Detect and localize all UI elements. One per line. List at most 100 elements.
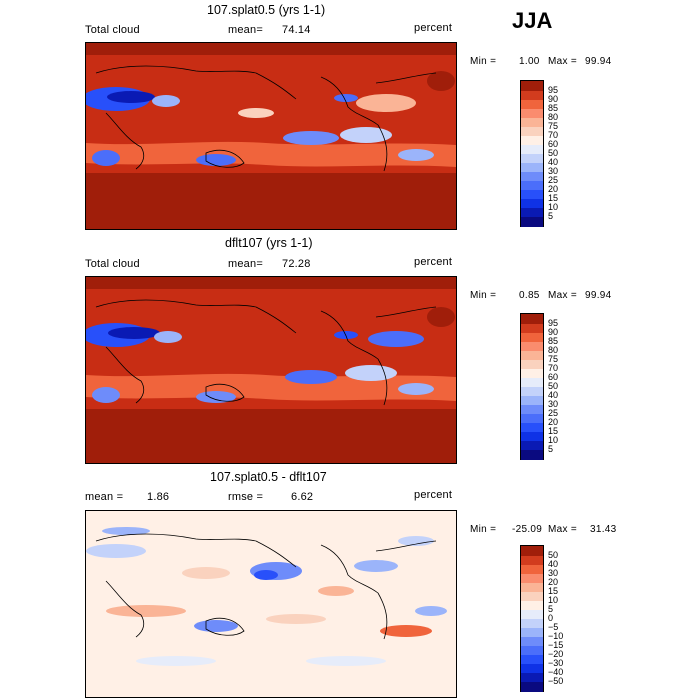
colorbar-tick-label: 5	[548, 211, 554, 222]
panel-3-mean-label: mean =	[85, 491, 124, 503]
colorbar-tick-label: −5	[548, 622, 559, 633]
panel-3-min-value: -25.09	[512, 524, 543, 535]
colorbar-segment	[521, 440, 543, 451]
colorbar-tick-label: 10	[548, 202, 559, 213]
colorbar-tick-label: −30	[548, 658, 564, 669]
colorbar-segment	[521, 681, 543, 692]
colorbar-tick-label: 30	[548, 166, 559, 177]
panel-1-title: 107.splat0.5 (yrs 1-1)	[207, 3, 326, 17]
colorbar-tick-label: 30	[548, 399, 559, 410]
colorbar-tick-label: −10	[548, 631, 564, 642]
colorbar-tick-label: −20	[548, 649, 564, 660]
colorbar-tick-label: 0	[548, 613, 554, 623]
colorbar-tick-label: 60	[548, 138, 559, 149]
colorbar-tick-label: 40	[548, 157, 559, 168]
colorbar-segment	[521, 207, 543, 218]
colorbar-tick-label: 10	[548, 435, 559, 446]
panel-1-max-label: Max =	[548, 56, 578, 67]
colorbar-tick-label: 95	[548, 317, 559, 328]
colorbar-segment	[521, 564, 543, 574]
colorbar-tick-label: 15	[548, 426, 559, 437]
panel-1-min-value: 1.00	[519, 56, 540, 67]
colorbar-segment	[521, 672, 543, 683]
panel-3-max-label: Max =	[548, 524, 578, 535]
colorbar-tick-label: 80	[548, 111, 559, 122]
colorbar-segment	[521, 377, 543, 387]
panel-3-rmse-label: rmse =	[228, 491, 264, 503]
colorbar-segment	[521, 413, 543, 424]
colorbar-tick-label: −15	[548, 640, 564, 651]
colorbar-segment	[521, 198, 543, 209]
colorbar-tick-label: 5	[548, 444, 554, 455]
colorbar-tick-label: 90	[548, 93, 559, 104]
colorbar-segment	[521, 81, 543, 91]
panel-1-map	[85, 42, 457, 230]
colorbar-tick-label: 10	[548, 594, 559, 605]
panel-1-max-value: 99.94	[585, 56, 612, 67]
panel-2-units: percent	[414, 256, 453, 268]
colorbar-segment	[521, 189, 543, 200]
colorbar-tick-label: 40	[548, 558, 559, 569]
panel-3-units: percent	[414, 489, 453, 501]
colorbar-segment	[521, 654, 543, 665]
colorbar-segment	[521, 135, 543, 145]
colorbar-tick-label: 25	[548, 175, 559, 186]
colorbar-tick-label: 75	[548, 120, 559, 131]
colorbar-segment	[521, 162, 543, 173]
panel-1-mean-value: 74.14	[282, 24, 311, 36]
panel-2-variable: Total cloud	[85, 258, 140, 270]
colorbar-tick-label: 25	[548, 408, 559, 419]
panel-3-colorbar: −50 −40 −30 −20 −15 −10 −5 0 5 10 15 20 30 40 50	[520, 545, 563, 692]
colorbar-segment	[521, 600, 543, 610]
panel-2-mean-label: mean=	[228, 258, 263, 270]
colorbar-tick-label: 40	[548, 390, 559, 401]
panel-1-colorbar: 5 10 15 20 25 30 40 50 60 70 75 80 85 90 95	[520, 80, 558, 227]
panel-2-title: dflt107 (yrs 1-1)	[225, 236, 313, 250]
panel-3-title: 107.splat0.5 - dflt107	[210, 470, 327, 484]
panel-3-rmse-value: 6.62	[291, 491, 314, 503]
colorbar-tick-label: 70	[548, 129, 559, 140]
colorbar-segment	[521, 449, 543, 460]
colorbar-tick-label: 75	[548, 353, 559, 364]
colorbar-tick-label: 95	[548, 84, 559, 95]
panel-2-max-label: Max =	[548, 290, 578, 301]
colorbar-segment	[521, 582, 543, 592]
colorbar-segment	[521, 404, 543, 415]
colorbar-tick-label: 50	[548, 148, 559, 158]
colorbar-tick-label: 90	[548, 326, 559, 337]
colorbar-tick-label: 85	[548, 102, 559, 113]
colorbar-segment	[521, 332, 543, 342]
colorbar-tick-label: 20	[548, 417, 559, 428]
colorbar-segment	[521, 117, 543, 127]
colorbar-segment	[521, 108, 543, 118]
colorbar-segment	[521, 126, 543, 136]
colorbar-segment	[521, 645, 543, 656]
colorbar-segment	[521, 99, 543, 109]
panel-1-variable: Total cloud	[85, 24, 140, 36]
season-label: JJA	[512, 8, 553, 33]
colorbar-segment	[521, 618, 543, 629]
colorbar-segment	[521, 350, 543, 360]
colorbar-segment	[521, 368, 543, 378]
colorbar-tick-label: −40	[548, 667, 564, 678]
colorbar-tick-label: 70	[548, 362, 559, 373]
colorbar-tick-label: 20	[548, 576, 559, 587]
panel-3-map	[85, 510, 457, 698]
colorbar-tick-label: 80	[548, 344, 559, 355]
colorbar-segment	[521, 180, 543, 191]
colorbar-segment	[521, 314, 543, 324]
panel-3-min-label: Min =	[470, 524, 497, 535]
colorbar-tick-label: 85	[548, 335, 559, 346]
colorbar-segment	[521, 359, 543, 369]
panel-3-mean-value: 1.86	[147, 491, 170, 503]
panel-3-max-value: 31.43	[590, 524, 617, 535]
colorbar-segment	[521, 609, 543, 619]
colorbar-segment	[521, 323, 543, 333]
colorbar-segment	[521, 153, 543, 164]
colorbar-tick-label: 60	[548, 371, 559, 382]
colorbar-tick-label: −50	[548, 676, 564, 687]
panel-2-mean-value: 72.28	[282, 258, 311, 270]
colorbar-segment	[521, 395, 543, 406]
colorbar-segment	[521, 573, 543, 583]
colorbar-segment	[521, 171, 543, 182]
